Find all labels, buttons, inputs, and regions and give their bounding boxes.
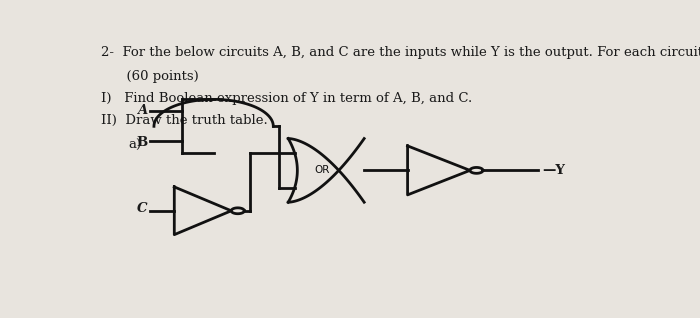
Text: 2-  For the below circuits A, B, and C are the inputs while Y is the output. For: 2- For the below circuits A, B, and C ar… [101,45,700,59]
Text: II)  Draw the truth table.: II) Draw the truth table. [101,114,268,127]
Text: I)   Find Boolean expression of Y in term of A, B, and C.: I) Find Boolean expression of Y in term … [101,92,473,105]
Text: C: C [136,202,147,215]
Text: a): a) [128,139,141,152]
Text: B: B [136,136,147,149]
Text: (60 points): (60 points) [101,70,199,83]
Text: OR: OR [314,165,329,176]
Text: A: A [137,104,147,117]
Text: —Y: —Y [542,164,565,177]
